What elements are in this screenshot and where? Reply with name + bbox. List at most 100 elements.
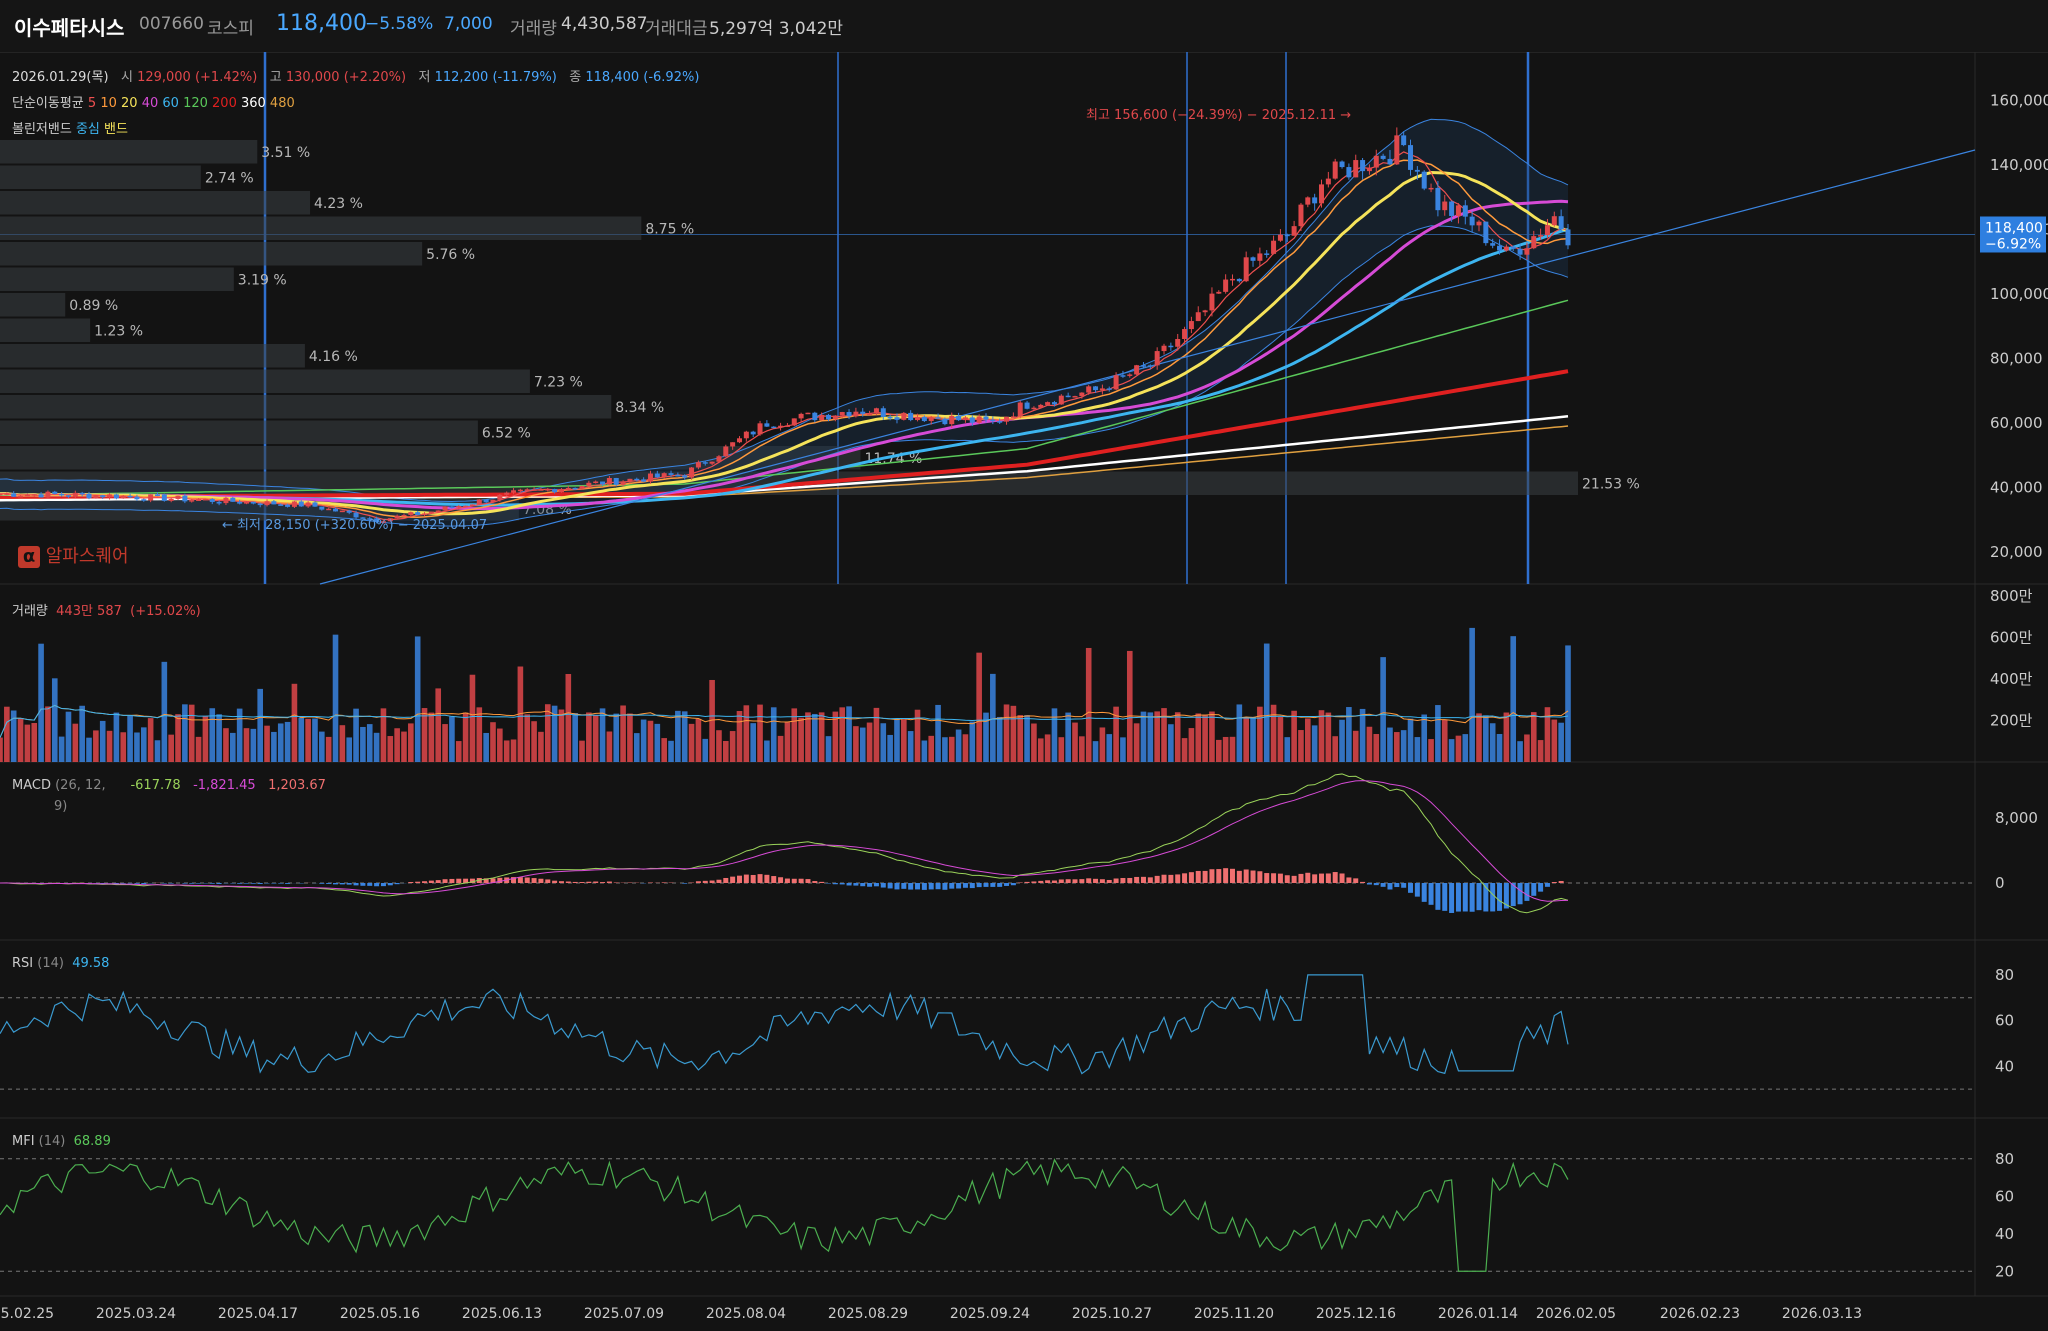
macd-histogram-bar [1229, 868, 1235, 883]
watermark-text: 알파스퀘어 [45, 546, 129, 567]
volume-bar [1044, 734, 1051, 762]
volume-bar [1229, 736, 1236, 762]
candle-body [11, 493, 17, 497]
macd-histogram-bar [1264, 873, 1270, 883]
macd-histogram-bar [572, 881, 578, 883]
volume-bar [339, 725, 346, 762]
macd-histogram-bar [750, 874, 756, 883]
volume-bar [1441, 719, 1448, 762]
volume-bar [1394, 732, 1400, 762]
volume-bar [1024, 715, 1030, 762]
macd-histogram-bar [812, 881, 818, 883]
volume-bar [264, 725, 270, 762]
macd-histogram-bar [449, 878, 455, 883]
volume-bar [147, 718, 154, 762]
volume-bar [24, 724, 31, 762]
bb-legend[interactable]: 볼린저밴드 중심 밴드 [12, 118, 128, 137]
candle-body [271, 501, 277, 505]
time-axis-label: 2025.09.24 [950, 1306, 1030, 1322]
candle-body [223, 497, 229, 504]
candle-body [1455, 205, 1461, 217]
stock-name[interactable]: 이수페타시스 [14, 16, 125, 40]
macd-histogram-bar [579, 882, 585, 883]
volume-bar [1298, 730, 1304, 762]
candle-body [1127, 374, 1133, 376]
candle-body [894, 417, 900, 420]
macd-histogram-bar [490, 878, 496, 883]
price-tick-label: 20,000 [1990, 543, 2043, 561]
macd-histogram-bar [483, 878, 489, 883]
candle-body [449, 506, 455, 508]
volume-bar [1188, 728, 1195, 762]
volume-bar [332, 634, 339, 762]
volume-panel-pct: (+15.02%) [130, 604, 201, 619]
macd-histogram-bar [374, 883, 380, 887]
candle-body [1339, 161, 1345, 168]
candle-body [1490, 243, 1496, 246]
volume-bar [188, 704, 195, 762]
volume-label: 거래량 [510, 19, 557, 39]
mfi-tick-label: 40 [1995, 1225, 2014, 1243]
volume-bar [880, 723, 887, 762]
macd-histogram-bar [819, 881, 825, 883]
macd-histogram-bar [969, 883, 975, 889]
volume-bar [1537, 740, 1544, 762]
volume-bar [572, 713, 578, 762]
ma-period-200: 200 [207, 96, 237, 111]
candle-body [730, 442, 736, 447]
volume-profile-label: 2.74 % [205, 171, 254, 187]
candle-body [93, 495, 99, 499]
volume-bar [1483, 715, 1489, 762]
volume-bar [1140, 711, 1147, 762]
macd-histogram-bar [901, 883, 907, 889]
volume-bar [51, 678, 58, 762]
volume-bar [1099, 727, 1106, 762]
candle-body [647, 473, 653, 482]
ma-period-360: 360 [236, 96, 266, 111]
time-axis-label: 2025.05.16 [340, 1306, 420, 1322]
price-tick-label: 100,000 [1990, 285, 2048, 303]
macd-histogram-bar [1373, 883, 1379, 886]
candle-body [668, 473, 674, 475]
volume-bar [668, 740, 674, 762]
volume-bar [620, 705, 626, 762]
candle-body [374, 518, 380, 522]
volume-bar [551, 705, 558, 762]
macd-histogram-bar [1353, 878, 1359, 883]
ma-legend[interactable]: 단순이동평균 5 10 20 40 60 120 200 360 480 [12, 92, 295, 111]
volume-bar [1168, 724, 1174, 762]
candle-body [600, 481, 606, 485]
open-value: 129,000 (+1.42%) [137, 70, 258, 85]
volume-bar [1332, 736, 1338, 762]
volume-bar [976, 652, 982, 762]
volume-profile-bar [0, 267, 234, 291]
candle-body [52, 491, 58, 494]
time-axis-label: 2025.08.04 [706, 1306, 786, 1322]
macd-histogram-bar [1476, 883, 1482, 911]
volume-bar [79, 705, 85, 762]
macd-histogram-bar [1325, 873, 1331, 883]
macd-histogram-bar [531, 878, 537, 883]
ma-period-480: 480 [265, 96, 295, 111]
volume-bar [1435, 705, 1441, 762]
candle-body [1510, 246, 1516, 249]
macd-histogram-bar [839, 883, 845, 885]
macd-histogram-bar [285, 883, 291, 884]
volume-bar [1106, 734, 1113, 762]
rsi-param: (14) [37, 956, 64, 971]
volume-bar [859, 727, 866, 762]
current-price: 118,400 [276, 11, 367, 36]
macd-histogram-bar [1168, 874, 1174, 883]
macd-histogram-bar [1291, 875, 1297, 883]
candle-body [504, 492, 510, 495]
candle-body [1195, 312, 1201, 322]
volume-bar [812, 713, 818, 762]
candle-body [141, 499, 147, 501]
volume-bar [1133, 723, 1140, 762]
macd-histogram-bar [586, 881, 592, 883]
volume-bar [805, 712, 811, 762]
candle-body [237, 501, 243, 504]
trend-line [319, 149, 1976, 585]
mfi-param: (14) [38, 1134, 66, 1149]
